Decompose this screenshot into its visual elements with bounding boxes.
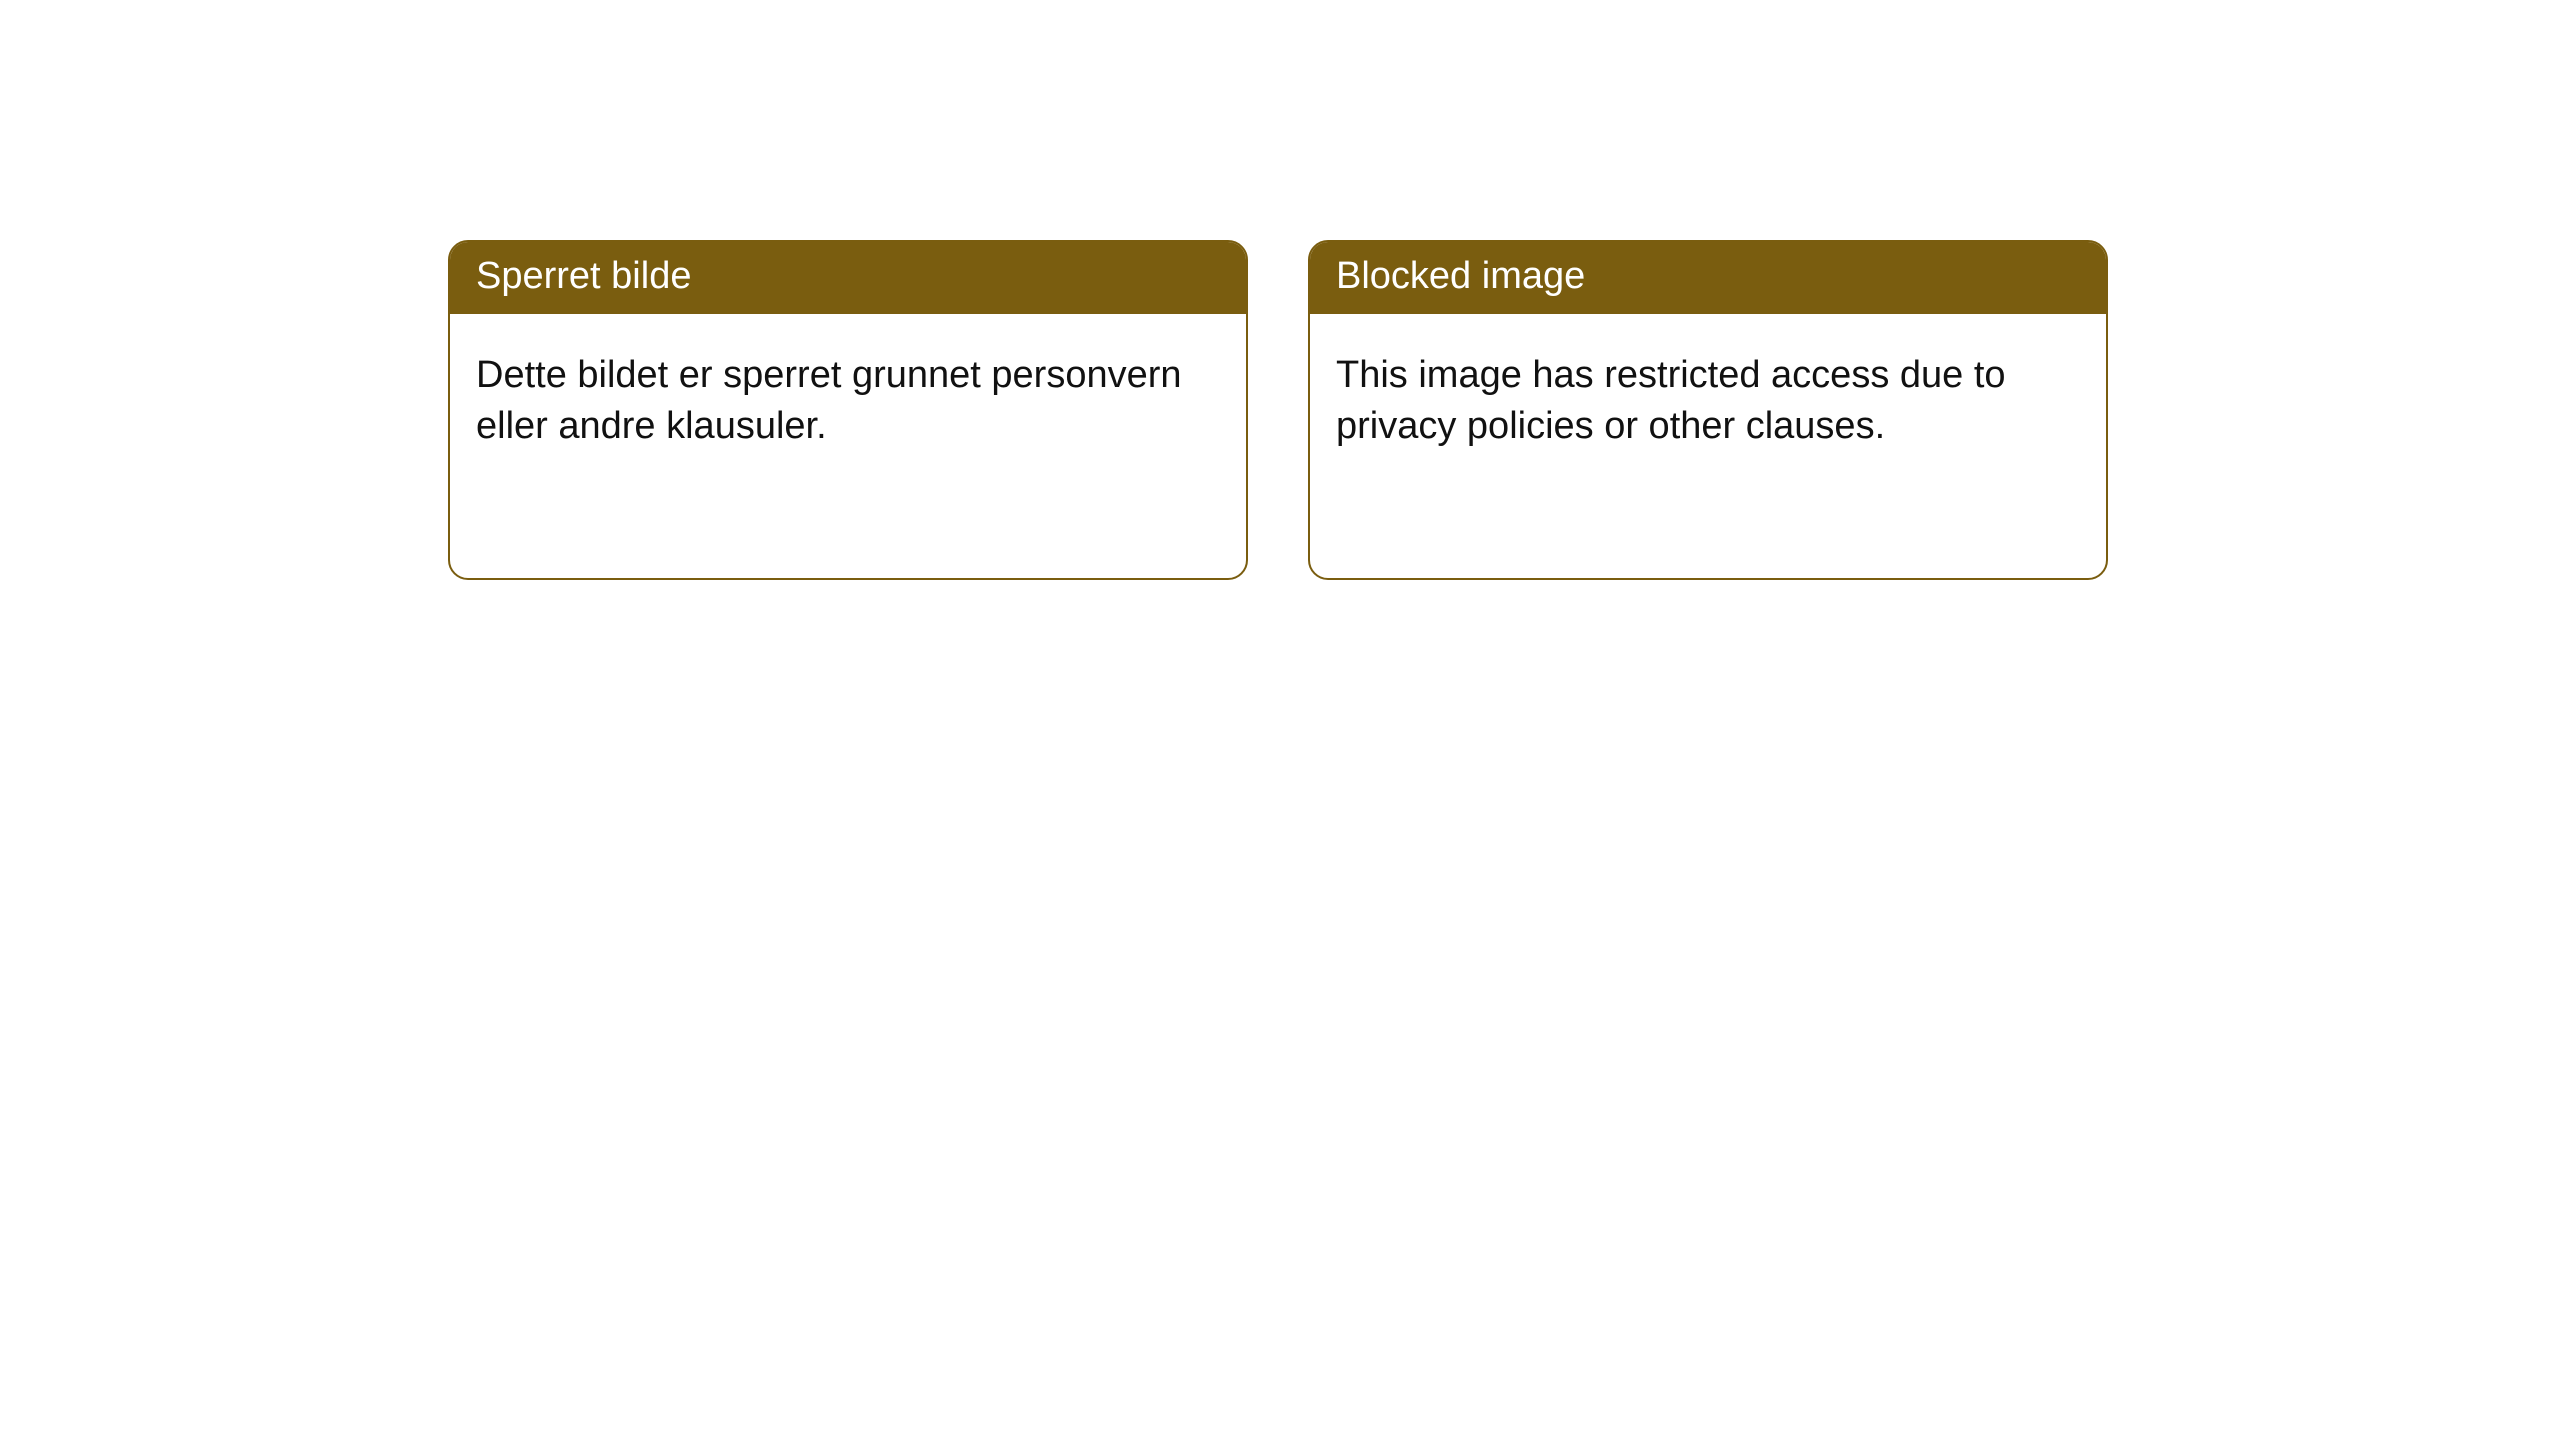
notice-card-title: Blocked image xyxy=(1310,242,2106,314)
notice-container: Sperret bilde Dette bildet er sperret gr… xyxy=(0,0,2560,580)
notice-card-en: Blocked image This image has restricted … xyxy=(1308,240,2108,580)
notice-card-no: Sperret bilde Dette bildet er sperret gr… xyxy=(448,240,1248,580)
notice-card-title: Sperret bilde xyxy=(450,242,1246,314)
notice-card-body: This image has restricted access due to … xyxy=(1310,314,2106,479)
notice-card-body: Dette bildet er sperret grunnet personve… xyxy=(450,314,1246,479)
